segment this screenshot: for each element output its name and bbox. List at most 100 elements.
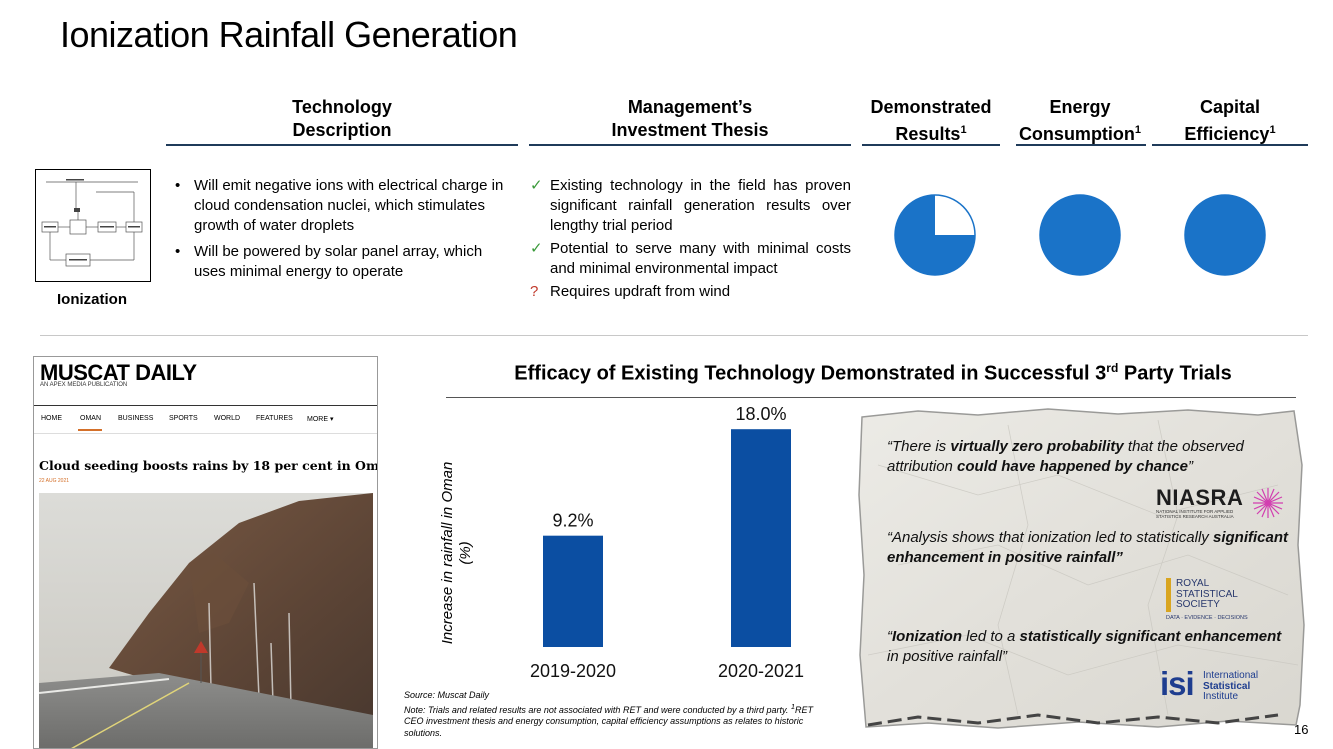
y-axis-label: Increase in rainfall in Oman (%) [439, 461, 474, 645]
nav-item: FEATURES [256, 415, 293, 422]
logo-text: Institute [1203, 691, 1239, 702]
col-energy-header: Energy Consumption1 [1012, 96, 1148, 146]
page-number: 16 [1294, 722, 1309, 737]
list-item: Will be powered by solar panel array, wh… [173, 242, 513, 282]
news-logo: MUSCAT DAILY [40, 360, 197, 385]
header-line: Technology [292, 97, 392, 117]
nav-item: HOME [41, 415, 62, 422]
chart-title-text: Party Trials [1118, 362, 1232, 385]
harvey-ball-fill [1185, 195, 1265, 275]
header-underline [166, 144, 518, 146]
chart-title-sup: rd [1106, 361, 1119, 375]
quote-isi: “Ionization led to a statistically signi… [887, 627, 1297, 667]
niasra-logo: NIASRA NATIONAL INSTITUTE FOR APPLIED ST… [1156, 485, 1244, 520]
quote-part: significant enhancement in positive rain… [887, 529, 1288, 566]
news-date: 22 AUG 2021 [39, 478, 70, 484]
quote-part: in positive rainfall” [887, 648, 1008, 665]
col-capital-header: Capital Efficiency1 [1152, 96, 1308, 146]
col-thesis-header: Management’s Investment Thesis [529, 96, 851, 142]
bar-chart: 9.2% 2019-2020 18.0% 2020-2021 [530, 405, 804, 681]
quote-niasra: “There is virtually zero probability tha… [887, 437, 1297, 477]
nav-item: MORE ▾ [307, 416, 334, 423]
data-label: 18.0% [735, 405, 786, 424]
quote-part: “Analysis shows that ionization led to s… [887, 529, 1213, 546]
col-results-header: Demonstrated Results1 [862, 96, 1000, 146]
data-label: 9.2% [552, 511, 593, 531]
source-text: Source: Muscat Daily [404, 690, 490, 700]
rss-logo: ROYAL STATISTICAL SOCIETY [1176, 578, 1238, 611]
quote-part: Ionization [892, 628, 962, 645]
logo-text: ROYAL [1176, 578, 1210, 589]
x-tick-label: 2020-2021 [718, 661, 804, 681]
x-tick-label: 2019-2020 [530, 661, 616, 681]
rss-tagline: DATA · EVIDENCE · DECISIONS [1166, 615, 1248, 621]
quote-part: “There is [887, 438, 951, 455]
footnote-ref: 1 [1134, 124, 1142, 136]
paper-background [858, 408, 1305, 729]
thesis-text: Potential to serve many with minimal cos… [550, 240, 851, 277]
harvey-ball-fill [895, 195, 975, 275]
thesis-list: ✓ Existing technology in the field has p… [530, 176, 851, 305]
technology-bullets: Will emit negative ions with electrical … [173, 176, 513, 288]
header-underline [862, 144, 1000, 146]
harvey-ball-capital [1184, 194, 1266, 276]
quote-part: ” [1187, 458, 1193, 475]
harvey-ball-results [894, 194, 976, 276]
footnote-ref: 1 [1269, 124, 1276, 136]
check-icon: ✓ [530, 240, 543, 257]
header-line: Demonstrated [870, 97, 992, 117]
page-title: Ionization Rainfall Generation [60, 14, 518, 55]
chart-notes: Source: Muscat Daily Note: Trials and re… [404, 690, 829, 739]
schematic-icon [41, 179, 143, 267]
list-item: ? Requires updraft from wind [530, 282, 851, 302]
quote-rss: “Analysis shows that ionization led to s… [887, 528, 1297, 568]
question-icon: ? [530, 283, 539, 300]
quote-part: that the observed attribution [887, 438, 1244, 475]
note-part: RET CEO investment thesis and energy con… [404, 705, 814, 738]
header-line: Efficiency [1184, 124, 1270, 144]
divider [34, 433, 377, 434]
quote-part: led to a [962, 628, 1020, 645]
news-clipping: MUSCAT DAILY AN APEX MEDIA PUBLICATION H… [33, 356, 378, 749]
thesis-text: Requires updraft from wind [550, 283, 731, 300]
harvey-ball-energy [1039, 194, 1121, 276]
header-underline [1016, 144, 1146, 146]
list-item: ✓ Potential to serve many with minimal c… [530, 239, 851, 279]
logo-text: Statistical [1203, 680, 1251, 692]
list-item: ✓ Existing technology in the field has p… [530, 176, 851, 236]
footnote-ref: 1 [790, 702, 796, 712]
header-underline [529, 144, 851, 146]
chart-title: Efficacy of Existing Technology Demonstr… [450, 361, 1296, 386]
news-tagline: AN APEX MEDIA PUBLICATION [40, 382, 128, 388]
nav-item: WORLD [214, 415, 241, 422]
nav-item: OMAN [80, 415, 101, 422]
logo-subtext: STATISTICS RESEARCH AUSTRALIA [1156, 514, 1234, 519]
nav-item: SPORTS [169, 415, 198, 422]
header-line: Energy [1049, 97, 1111, 117]
nav-item: BUSINESS [118, 415, 154, 422]
header-line: Investment Thesis [611, 120, 769, 140]
divider [34, 405, 377, 406]
note-part: Note: Trials and related results are not… [404, 705, 791, 716]
bar [731, 429, 791, 647]
header-line: Consumption [1018, 124, 1135, 144]
header-line: Description [292, 120, 392, 140]
nav-active-indicator [78, 429, 102, 431]
bar [543, 535, 603, 647]
logo-text: NIASRA [1156, 485, 1244, 510]
logo-text: SOCIETY [1176, 599, 1220, 610]
logo-text: International [1203, 670, 1259, 681]
chart-title-text: Efficacy of Existing Technology Demonstr… [514, 362, 1107, 385]
isi-logo-mark: isi [1160, 665, 1195, 702]
starburst-icon [1253, 488, 1283, 518]
note-text: Note: Trials and related results are not… [404, 701, 829, 739]
footnote-ref: 1 [960, 124, 967, 136]
header-line: Results [895, 124, 961, 144]
quote-part: virtually zero probability [950, 438, 1124, 455]
chart-title-rule [446, 397, 1296, 398]
news-headline: Cloud seeding boosts rains by 18 per cen… [39, 458, 378, 473]
isi-logo: International Statistical Institute [1203, 670, 1259, 703]
ionization-diagram [35, 169, 151, 282]
col-technology-header: Technology Description [166, 96, 518, 142]
harvey-ball-fill [1040, 195, 1120, 275]
